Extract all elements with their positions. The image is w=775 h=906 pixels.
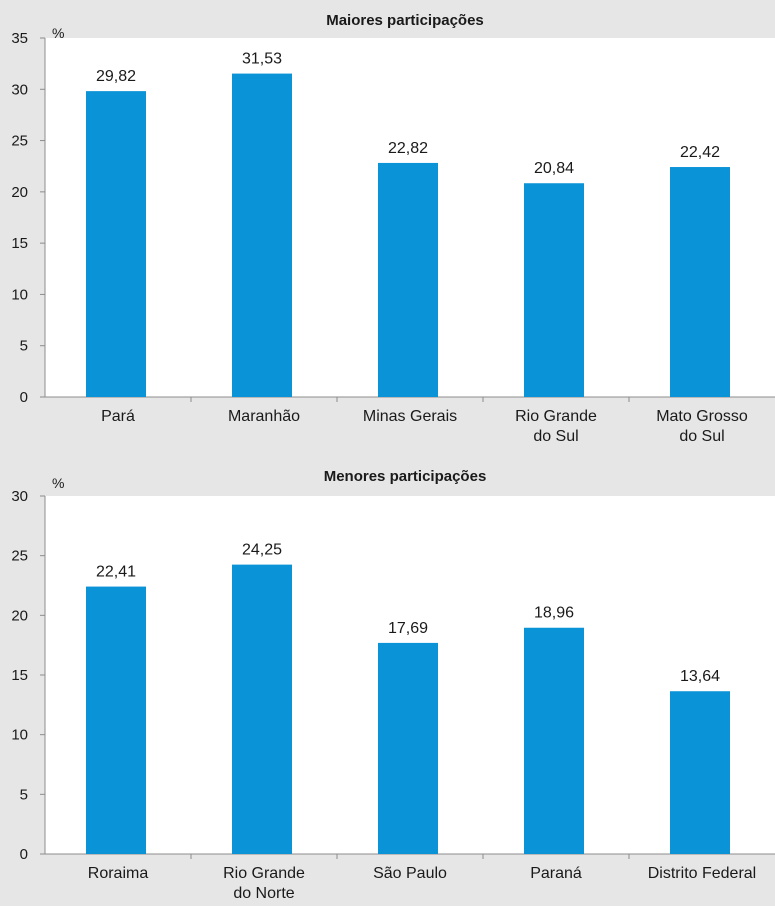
chart-0-y-tick-label: 25 [11,133,28,150]
chart-0-data-label: 20,84 [534,160,574,177]
chart-0-data-label: 29,82 [96,68,136,85]
chart-0-category-label: Rio Grande [515,408,597,425]
chart-0-y-tick-label: 15 [11,235,28,252]
chart-1-category-label: do Norte [233,885,294,902]
chart-1-category-label: Roraima [88,865,149,882]
chart-1-y-tick-label: 30 [11,488,28,505]
chart-1-y-tick-label: 5 [20,786,28,803]
chart-1-category-label: São Paulo [373,865,447,882]
chart-1-y-unit-label: % [52,475,64,491]
chart-0-category-label: Minas Gerais [363,408,457,425]
chart-1-category-label: Rio Grande [223,865,305,882]
chart-1-y-tick-label: 20 [11,607,28,624]
chart-1-data-label: 18,96 [534,605,574,622]
chart-0-category-label: Maranhão [228,408,300,425]
chart-0-data-label: 22,42 [680,144,720,161]
chart-0-y-tick-label: 20 [11,184,28,201]
chart-1-data-label: 13,64 [680,668,720,685]
chart-0-bar [670,167,730,397]
chart-1-bar [524,627,584,854]
chart-0-data-label: 31,53 [242,51,282,68]
chart-1-bar [86,586,146,854]
chart-1-data-label: 17,69 [388,620,428,637]
chart-0-data-label: 22,82 [388,140,428,157]
chart-0-bar [86,91,146,397]
chart-1-category-label: Paraná [530,865,582,882]
chart-0-y-tick-label: 10 [11,286,28,303]
chart-1-y-tick-label: 10 [11,727,28,744]
chart-0-bar [232,73,292,397]
chart-0-category-label: do Sul [679,428,724,445]
chart-0-y-tick-label: 35 [11,30,28,47]
chart-0-bar [378,162,438,397]
chart-0-bar [524,183,584,397]
chart-0-y-tick-label: 0 [20,389,28,406]
chart-1-y-tick-label: 0 [20,846,28,863]
chart-0-title: Maiores participações [326,12,484,29]
chart-menores-participacoes: Menores participações% 0 5 10 15 20 25 30 22,41 R… [0,453,775,906]
chart-1-y-tick-label: 15 [11,667,28,684]
chart-1-data-label: 24,25 [242,542,282,559]
chart-1-bar [232,564,292,854]
chart-0-category-label: Pará [101,408,135,425]
chart-0-category-label: Mato Grosso [656,408,748,425]
chart-1-bar [670,691,730,854]
chart-0-y-tick-label: 5 [20,338,28,355]
chart-0-y-tick-label: 30 [11,81,28,98]
chart-0-y-unit-label: % [52,25,64,41]
chart-1-y-tick-label: 25 [11,548,28,565]
chart-1-title: Menores participações [324,468,487,485]
chart-1-data-label: 22,41 [96,564,136,581]
chart-maiores-participacoes: Maiores participações% 0 5 10 15 20 25 30 35 29,8… [0,0,775,453]
chart-1-bar [378,642,438,854]
chart-1-category-label: Distrito Federal [648,865,756,882]
chart-0-category-label: do Sul [533,428,578,445]
